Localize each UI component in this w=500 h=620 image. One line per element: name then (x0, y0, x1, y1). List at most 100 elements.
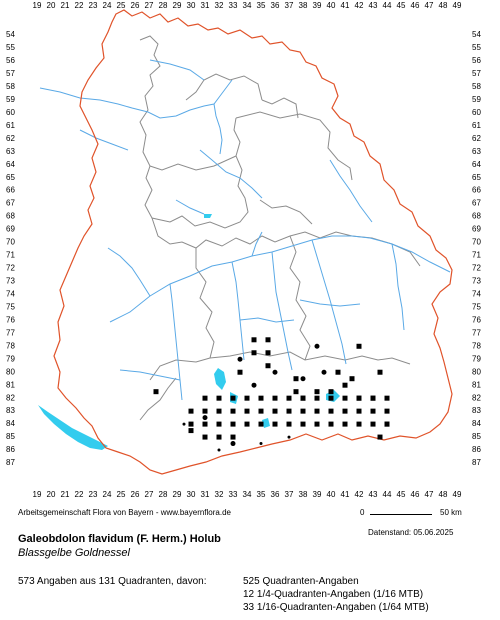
y-tick-label-left: 72 (6, 264, 15, 273)
occurrence-square (293, 376, 299, 382)
occurrence-square (251, 337, 257, 343)
y-tick-label-left: 68 (6, 212, 15, 221)
y-tick-label-right: 76 (472, 315, 481, 324)
y-tick-label-right: 54 (472, 30, 481, 39)
y-tick-label-left: 66 (6, 186, 15, 195)
y-axis-right: 54 55 56 57 58 59 60 61 62 63 64 65 66 67 68 69 70 71 72 73… (472, 30, 481, 467)
x-tick-label-bottom: 35 (257, 490, 266, 499)
x-tick-label-top: 43 (369, 1, 378, 10)
x-tick-label-top: 46 (411, 1, 420, 10)
district-borders (139, 35, 421, 421)
occurrence-square (342, 408, 348, 414)
occurrence-square (300, 395, 306, 401)
occurrence-square (216, 395, 222, 401)
y-tick-label-right: 75 (472, 302, 481, 311)
occurrence-square (356, 343, 362, 349)
y-tick-label-right: 65 (472, 173, 481, 182)
occurrence-square (328, 408, 334, 414)
y-tick-label-left: 60 (6, 108, 15, 117)
y-tick-label-right: 56 (472, 56, 481, 65)
x-tick-label-bottom: 44 (383, 490, 392, 499)
y-tick-label-left: 75 (6, 302, 15, 311)
occurrence-square (202, 421, 208, 427)
x-tick-label-top: 38 (299, 1, 308, 10)
occurrence-square (335, 369, 341, 375)
stats-summary: 573 Angaben aus 131 Quadranten, davon: (18, 576, 207, 587)
y-tick-label-left: 67 (6, 199, 15, 208)
y-axis-left: 54 55 56 57 58 59 60 61 62 63 64 65 66 67 68 69 70 71 72 73… (6, 30, 15, 467)
x-tick-label-top: 30 (187, 1, 196, 10)
occurrence-square (328, 421, 334, 427)
stats-quarter: 12 1/4-Quadranten-Angaben (1/16 MTB) (243, 589, 424, 600)
y-tick-label-right: 79 (472, 354, 481, 363)
occurrence-dot (217, 448, 221, 452)
x-tick-label-bottom: 24 (103, 490, 112, 499)
occurrence-square (293, 389, 299, 395)
x-tick-label-bottom: 40 (327, 490, 336, 499)
occurrence-markers (153, 337, 390, 452)
occurrence-square (342, 382, 348, 388)
y-tick-label-left: 56 (6, 56, 15, 65)
y-tick-label-right: 68 (472, 212, 481, 221)
occurrence-square (356, 421, 362, 427)
occurrence-square (314, 421, 320, 427)
occurrence-dot (314, 343, 320, 349)
x-tick-label-bottom: 47 (425, 490, 434, 499)
y-tick-label-right: 77 (472, 328, 481, 337)
x-tick-label-top: 39 (313, 1, 322, 10)
x-tick-label-bottom: 41 (341, 490, 350, 499)
x-tick-label-bottom: 22 (75, 490, 84, 499)
y-tick-label-right: 60 (472, 108, 481, 117)
occurrence-square (265, 337, 271, 343)
x-tick-label-top: 37 (285, 1, 294, 10)
occurrence-dot (300, 376, 306, 382)
x-tick-label-top: 19 (33, 1, 42, 10)
occurrence-square (202, 408, 208, 414)
occurrence-square (230, 395, 236, 401)
occurrence-dot (237, 356, 243, 362)
y-tick-label-right: 83 (472, 406, 481, 415)
x-tick-label-bottom: 34 (243, 490, 252, 499)
x-tick-label-bottom: 29 (173, 490, 182, 499)
occurrence-square (356, 395, 362, 401)
occurrence-square (272, 408, 278, 414)
x-tick-label-bottom: 39 (313, 490, 322, 499)
y-tick-label-right: 59 (472, 95, 481, 104)
y-tick-label-right: 61 (472, 121, 481, 130)
y-tick-label-left: 73 (6, 277, 15, 286)
y-tick-label-left: 58 (6, 82, 15, 91)
occurrence-square (230, 434, 236, 440)
y-tick-label-left: 81 (6, 380, 15, 389)
x-tick-label-bottom: 49 (453, 490, 462, 499)
y-tick-label-right: 82 (472, 393, 481, 402)
y-tick-label-right: 72 (472, 264, 481, 273)
y-tick-label-left: 82 (6, 393, 15, 402)
occurrence-dot (182, 422, 186, 426)
occurrence-square (258, 395, 264, 401)
species-common-name: Blassgelbe Goldnessel (18, 547, 130, 559)
y-tick-label-left: 80 (6, 367, 15, 376)
occurrence-square (370, 395, 376, 401)
x-tick-label-bottom: 20 (47, 490, 56, 499)
x-tick-label-bottom: 37 (285, 490, 294, 499)
scale-end-label: 50 km (440, 508, 462, 517)
x-tick-label-bottom: 46 (411, 490, 420, 499)
y-tick-label-left: 54 (6, 30, 15, 39)
state-border (53, 9, 453, 475)
x-tick-label-bottom: 19 (33, 490, 42, 499)
occurrence-square (272, 395, 278, 401)
x-tick-label-top: 21 (61, 1, 70, 10)
x-tick-label-bottom: 28 (159, 490, 168, 499)
stats-quadrant: 525 Quadranten-Angaben (243, 576, 359, 587)
y-tick-label-left: 77 (6, 328, 15, 337)
y-tick-label-left: 79 (6, 354, 15, 363)
occurrence-square (244, 395, 250, 401)
stats-sixteenth: 33 1/16-Quadranten-Angaben (1/64 MTB) (243, 602, 429, 613)
y-tick-label-left: 55 (6, 43, 15, 52)
occurrence-square (384, 395, 390, 401)
y-tick-label-left: 69 (6, 225, 15, 234)
x-tick-label-bottom: 25 (117, 490, 126, 499)
y-tick-label-left: 78 (6, 341, 15, 350)
y-tick-label-right: 74 (472, 290, 481, 299)
occurrence-square (265, 363, 271, 369)
